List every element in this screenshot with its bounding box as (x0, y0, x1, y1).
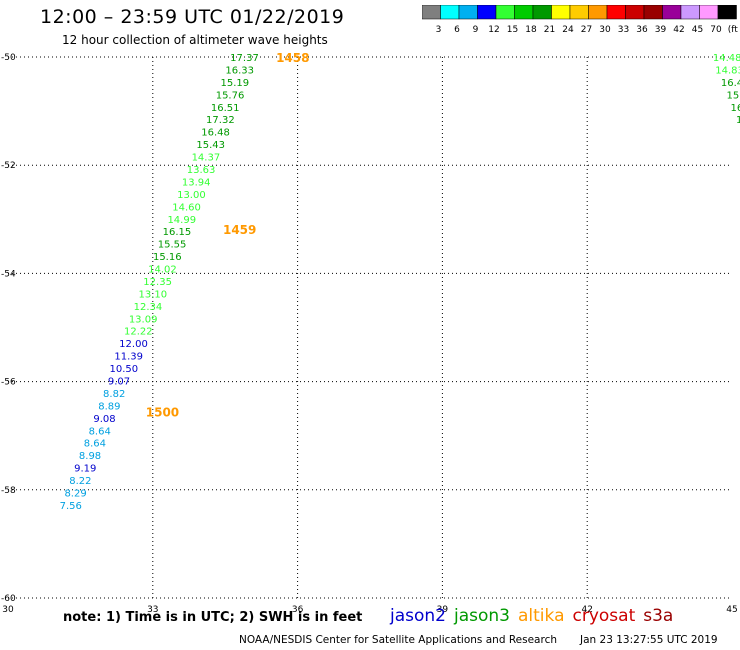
swh-point-label: 14.37 (192, 153, 221, 164)
swh-point-label: 16.51 (211, 103, 240, 114)
x-tick-label: 30 (2, 605, 14, 615)
swh-point-label: 14.02 (148, 265, 177, 276)
swh-point-label: 16.4 (721, 78, 740, 89)
legend-label: 18 (525, 25, 537, 35)
legend-label: 27 (581, 25, 592, 35)
swh-point-label: 15.19 (221, 78, 250, 89)
swh-point-label: 9.08 (93, 414, 115, 425)
x-tick-label: 45 (726, 605, 737, 615)
swh-point-label: 12.00 (119, 339, 148, 350)
y-tick-label: -58 (1, 486, 16, 496)
y-tick-label: -56 (1, 378, 16, 388)
legend-label: 36 (636, 25, 648, 35)
legend-label: 12 (488, 25, 499, 35)
swh-point-label: 9.07 (108, 377, 130, 388)
swh-point-label: 10.50 (110, 364, 139, 375)
swh-point-label: 13.94 (182, 177, 211, 188)
y-tick-label: -52 (1, 161, 16, 171)
satellite-name-jason3: jason3 (454, 606, 510, 626)
satellite-name-cryosat: cryosat (572, 606, 636, 626)
legend-label: 39 (655, 25, 667, 35)
swh-point-label: 15.76 (216, 90, 245, 101)
swh-point-label: 16.33 (225, 65, 254, 76)
swh-point-label: 12.34 (134, 302, 163, 313)
swh-point-label: 9.19 (74, 464, 96, 475)
swh-point-label: 13.63 (187, 165, 216, 176)
legend-label: 21 (544, 25, 555, 35)
x-tick-label: 42 (581, 605, 592, 615)
legend-label: 70 (710, 25, 722, 35)
swh-point-label: 15. (726, 90, 740, 101)
swh-point-label: 13.10 (138, 289, 167, 300)
legend-label: 24 (562, 25, 574, 35)
swh-point-label: 15.43 (196, 140, 225, 151)
swh-point-label: 12.22 (124, 327, 153, 338)
satellite-name-altika: altika (518, 606, 565, 626)
swh-point-label: 8.29 (64, 489, 86, 500)
legend-label: 30 (599, 25, 611, 35)
time-label: 1459 (223, 223, 256, 237)
swh-point-label: 14.83 (715, 65, 740, 76)
swh-point-label: 15.16 (153, 252, 182, 263)
swh-point-label: 15.55 (158, 240, 187, 251)
swh-point-label: 8.64 (84, 439, 106, 450)
legend-label: 42 (673, 25, 684, 35)
swh-point-label: 16.48 (201, 128, 230, 139)
chart-title: 12:00 – 23:59 UTC 01/22/2019 (40, 6, 345, 28)
satellite-legend: jason2 jason3 altika cryosat s3a (390, 606, 681, 626)
swh-point-label: 11.39 (114, 352, 143, 363)
swh-point-label: 17.37 (230, 53, 259, 64)
satellite-name-jason2: jason2 (390, 606, 446, 626)
swh-point-label: 8.98 (79, 451, 101, 462)
time-label: 1500 (146, 405, 179, 419)
x-tick-label: 36 (292, 605, 304, 615)
footer-timestamp: Jan 23 13:27:55 UTC 2019 (580, 634, 718, 646)
swh-point-label: 16 (730, 103, 740, 114)
satellite-name-s3a: s3a (643, 606, 674, 626)
swh-point-label: 8.89 (98, 401, 120, 412)
swh-point-label: 8.64 (89, 426, 111, 437)
swh-point-label: 13.09 (129, 314, 158, 325)
swh-point-label: 17.32 (206, 115, 235, 126)
footer-organization: NOAA/NESDIS Center for Satellite Applica… (239, 634, 557, 646)
swh-point-label: 8.22 (69, 476, 91, 487)
legend-label: (ft) (728, 25, 738, 35)
legend-label: 15 (507, 25, 518, 35)
time-label: 1458 (276, 51, 309, 65)
y-tick-label: -60 (1, 594, 16, 604)
swh-point-label: 14.48 (713, 53, 740, 64)
legend-label: 33 (618, 25, 629, 35)
swh-point-label: 12.35 (143, 277, 172, 288)
legend-label: 45 (692, 25, 703, 35)
legend-swatch (717, 5, 737, 20)
x-tick-label: 39 (437, 605, 449, 615)
chart-subtitle: 12 hour collection of altimeter wave hei… (62, 33, 328, 47)
y-tick-label: -50 (1, 53, 16, 63)
note-text: note: 1) Time is in UTC; 2) SWH is in fe… (63, 610, 363, 625)
y-tick-label: -54 (1, 269, 16, 279)
swh-point-label: 1 (736, 115, 740, 126)
legend-label: 6 (454, 25, 460, 35)
swh-point-label: 7.56 (60, 501, 82, 512)
legend-label: 3 (436, 25, 442, 35)
x-tick-label: 33 (147, 605, 158, 615)
swh-point-label: 13.00 (177, 190, 206, 201)
swh-point-label: 16.15 (163, 227, 192, 238)
swh-point-label: 14.60 (172, 202, 201, 213)
swh-point-label: 14.99 (167, 215, 196, 226)
swh-point-label: 8.82 (103, 389, 125, 400)
legend-label: 9 (473, 25, 479, 35)
